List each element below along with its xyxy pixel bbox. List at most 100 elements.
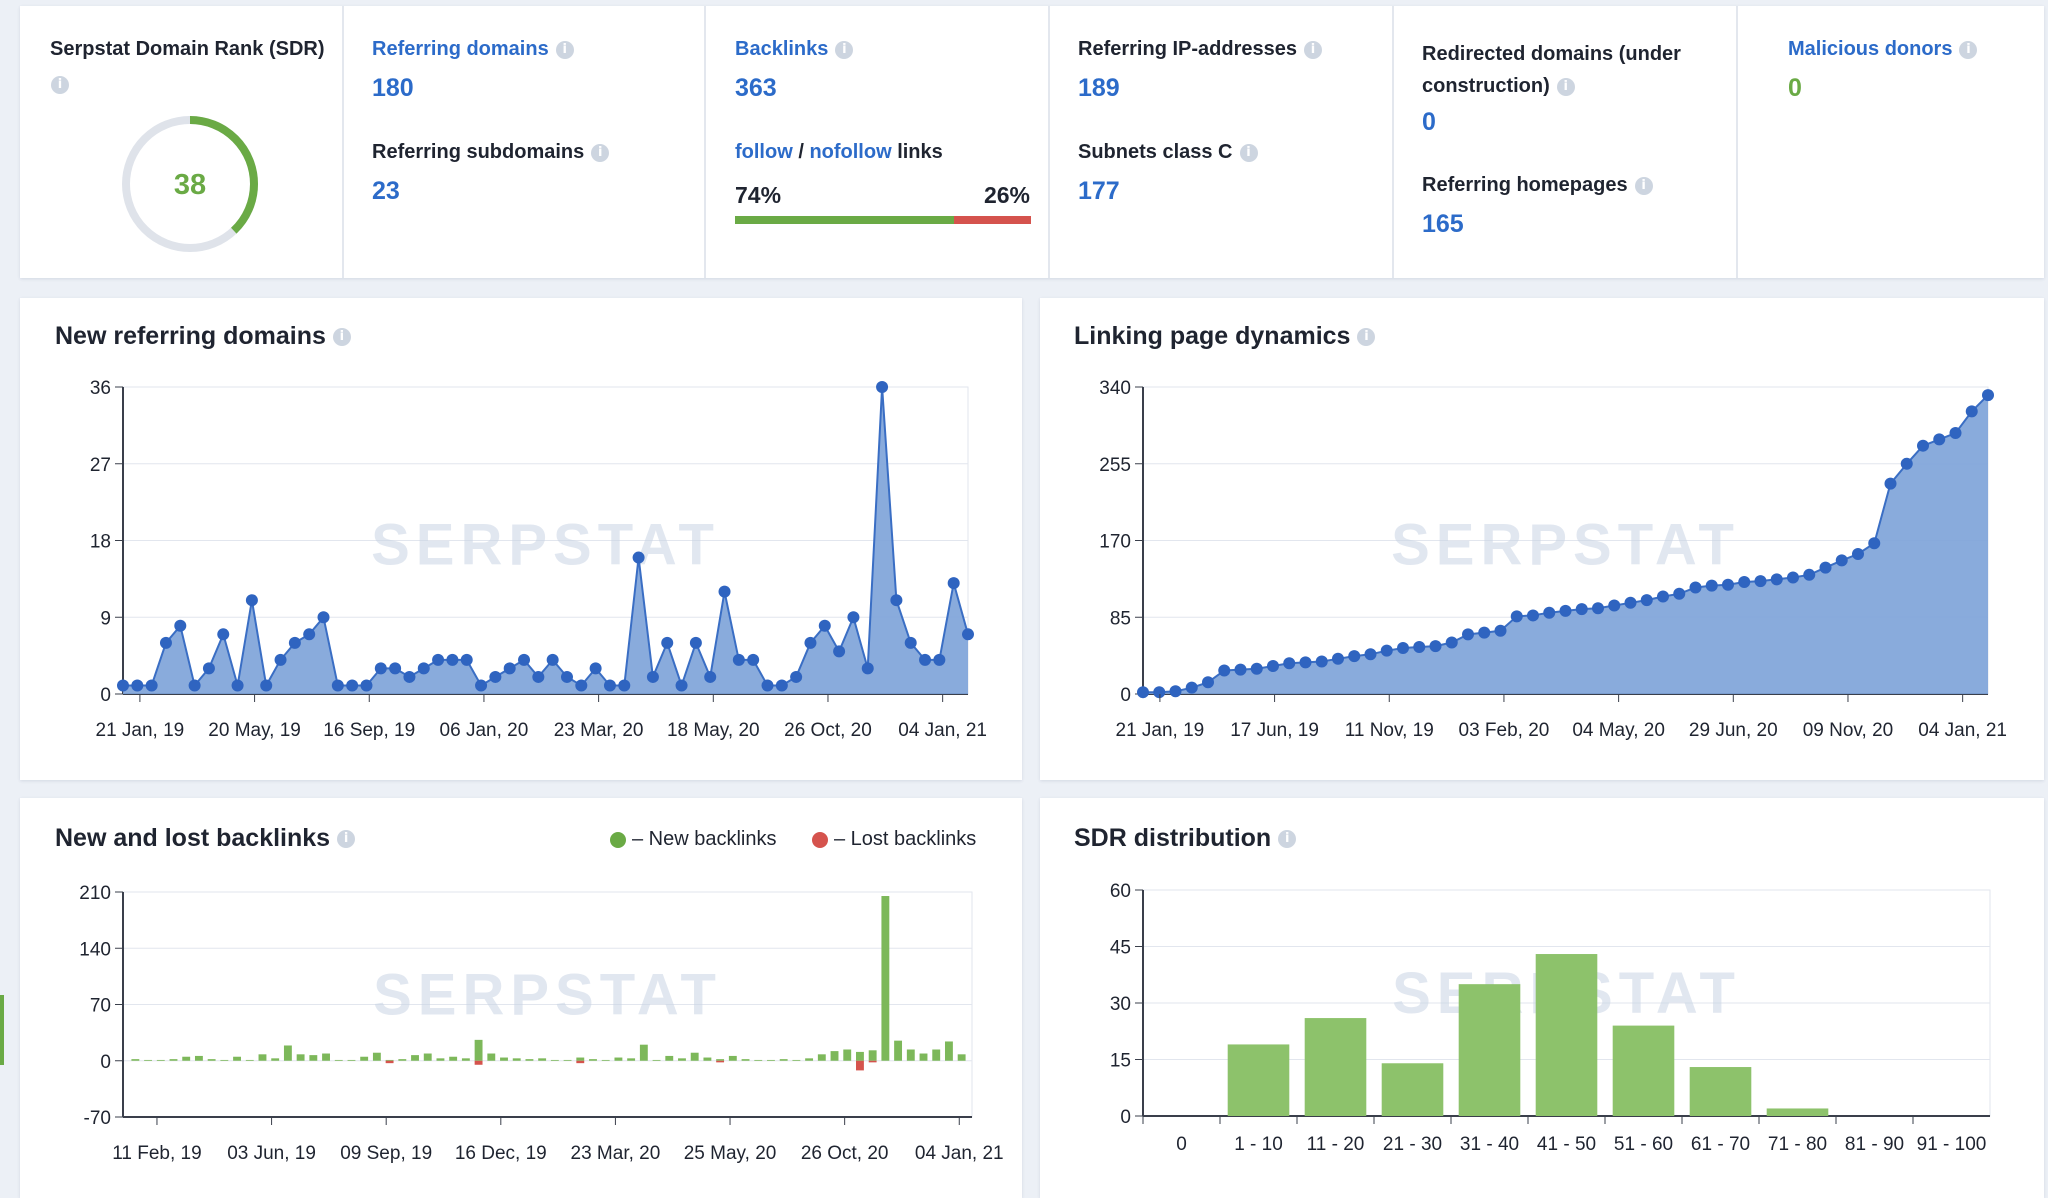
referring-ips-value[interactable]: 189 [1078,74,1120,102]
new-backlinks-bar [411,1055,419,1061]
data-point [303,628,316,641]
stats-bar: Serpstat Domain Rank (SDR) i 38 Referrin… [20,6,2044,278]
new-backlinks-bar [589,1059,597,1061]
y-tick-label: 18 [90,532,111,553]
info-icon[interactable]: i [1357,328,1376,347]
follow-fill [735,216,955,224]
nofollow-percent: 26% [983,182,1030,208]
x-tick-label: 06 Jan, 20 [440,720,529,741]
legend-new[interactable]: – New backlinks [610,828,777,851]
data-point [1803,568,1816,581]
y-tick-label: 45 [1110,938,1131,959]
data-point [1868,537,1881,550]
data-point [403,670,416,683]
data-point [202,662,215,675]
info-icon[interactable]: i [835,40,854,59]
follow-link[interactable]: follow [735,141,793,163]
referring-domains-value[interactable]: 180 [372,74,414,102]
data-point [374,662,387,675]
sdr-bar [1612,1025,1675,1116]
info-icon[interactable]: i [1239,143,1258,162]
data-point [1315,655,1328,668]
x-tick-label: 11 Feb, 19 [112,1143,201,1164]
new-backlinks-bar [944,1041,953,1061]
new-backlinks-bar [398,1059,407,1061]
info-icon[interactable]: i [1959,40,1978,59]
data-point [804,636,817,649]
x-tick-label: 26 Oct, 20 [801,1143,889,1164]
new-backlinks-bar [449,1056,458,1061]
new-backlinks-bar [678,1058,686,1061]
new-backlinks-bar [233,1056,241,1061]
info-icon[interactable]: i [51,76,69,94]
data-point [346,679,359,692]
new-backlinks-bar [639,1044,648,1061]
data-point [1494,624,1507,637]
data-point [503,662,516,675]
data-point [389,662,402,675]
malicious-link[interactable]: Malicious donors i [1788,38,1978,61]
data-point [603,679,616,692]
referring-domains-link[interactable]: Referring domains i [372,38,574,61]
homepages-value[interactable]: 165 [1422,210,1464,238]
data-point [1510,610,1523,623]
new-backlinks-bar [182,1056,191,1061]
data-point [1559,604,1572,617]
nofollow-link[interactable]: nofollow [809,141,892,163]
data-point [1478,626,1491,639]
backlinks-value[interactable]: 363 [735,74,777,102]
sdr-value: 38 [174,169,206,201]
info-icon[interactable]: i [1303,40,1322,59]
data-point [460,653,473,666]
data-point [1852,548,1864,561]
new-backlinks-bar [830,1051,839,1061]
info-icon[interactable]: i [1278,830,1297,849]
info-icon[interactable]: i [1634,176,1653,195]
info-icon[interactable]: i [332,328,351,347]
y-tick-label: 85 [1110,608,1131,629]
data-point [1185,681,1198,694]
info-icon[interactable]: i [591,143,610,162]
data-point [1202,676,1214,689]
watermark: SERPSTAT [1391,513,1740,578]
referring-subdomains-value[interactable]: 23 [372,177,400,205]
data-point [1917,439,1929,452]
lost-backlinks-bar [474,1060,483,1065]
data-point [1267,660,1279,673]
subnets-value[interactable]: 177 [1078,177,1120,205]
new-backlinks-bar [817,1054,826,1061]
data-point [1445,636,1458,649]
new-backlinks-bar [309,1055,318,1061]
info-icon[interactable]: i [555,40,574,59]
info-icon[interactable]: i [337,830,356,849]
follow-percent: 74% [735,182,782,208]
info-icon[interactable]: i [1556,77,1575,96]
y-tick-label: 27 [90,455,111,476]
y-tick-label: 0 [100,685,111,706]
y-tick-label: 340 [1099,378,1131,399]
data-point [231,679,244,692]
x-tick-label: 91 - 100 [1917,1134,1987,1155]
malicious-value: 0 [1788,74,1802,102]
legend-lost[interactable]: – Lost backlinks [812,828,976,851]
data-point [1900,457,1913,470]
new-backlinks-bar [347,1059,356,1061]
data-point [689,636,702,649]
new-backlinks-bar [423,1053,432,1061]
new-backlinks-bar [144,1059,153,1061]
x-tick-label: 71 - 80 [1768,1134,1827,1155]
new-backlinks-bar [856,1051,864,1061]
x-tick-label: 25 May, 20 [684,1143,777,1164]
new-backlinks-bar [169,1059,178,1061]
new-backlinks-bar [894,1040,903,1061]
scroll-indicator [0,995,4,1065]
new-backlinks-bar [550,1059,559,1061]
legend-dot-icon [610,831,626,848]
x-tick-label: 21 - 30 [1383,1134,1442,1155]
redirected-label: Redirected domains (under construction) i [1422,43,1681,97]
backlinks-link[interactable]: Backlinks i [735,38,854,61]
new-backlinks-bar [245,1059,254,1061]
redirected-value[interactable]: 0 [1422,108,1436,136]
data-point [1982,389,1994,402]
